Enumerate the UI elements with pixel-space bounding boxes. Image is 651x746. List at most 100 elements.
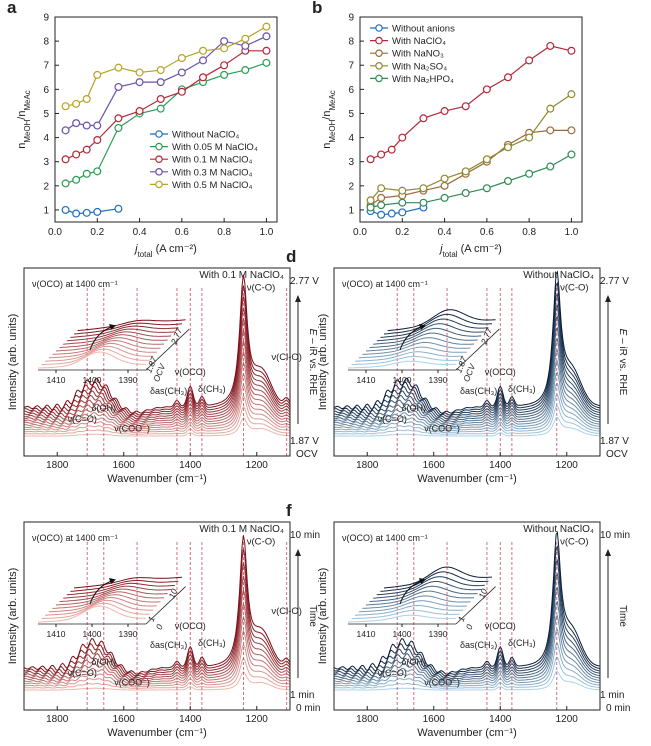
legend-marker-b-0: [375, 24, 383, 32]
y-axis-label-b-part-0: n: [321, 143, 333, 149]
data-point-a-4-0: [61, 102, 70, 111]
legend-marker-b-3: [375, 62, 383, 70]
peak-label-f-0: ν(C=O): [378, 668, 407, 678]
data-point-a-2-2: [82, 145, 91, 154]
data-point-a-1-6: [156, 104, 165, 113]
spectrum-curve-c-6: [23, 349, 291, 427]
peak-label-d-3: δas(CH₃): [460, 386, 497, 396]
inset-curve-c-7: [63, 331, 172, 345]
inset-x-tick-label-d-2: 1390: [429, 375, 448, 385]
data-point-a-1-10: [241, 66, 250, 75]
inset-curve-f-3: [358, 600, 467, 613]
series-line-a-4: [65, 26, 267, 107]
spectrum-curve-f-3: [333, 628, 601, 686]
spectrum-curve-d-1: [334, 405, 601, 435]
inset-curve-d-5: [365, 337, 475, 352]
data-point-a-3-9: [220, 37, 229, 46]
data-point-b-3-10: [567, 90, 576, 99]
peak-label-e-5: δ(CH₃): [198, 638, 226, 648]
inset-curve-d-2: [355, 351, 464, 362]
peak-label-c-6: ν(C-O): [247, 283, 276, 294]
inset-curve-e-6: [59, 588, 168, 603]
inset-curve-e-0: [37, 605, 146, 623]
peak-label-d-4: ν(OCO): [485, 367, 516, 377]
peak-label-e-4: ν(OCO): [175, 621, 206, 631]
data-point-b-4-1: [377, 201, 386, 210]
spectrum-curve-e-7: [23, 576, 291, 680]
data-point-b-4-3: [419, 198, 428, 207]
inset-curve-d-3: [358, 346, 467, 359]
right-axis-arrow-f: [605, 549, 611, 556]
x-tick-label-d-3: 1200: [556, 460, 579, 471]
x-tick-label-e-2: 1400: [179, 714, 202, 725]
inset-curve-f-7: [373, 581, 482, 599]
data-point-a-4-10: [241, 34, 250, 43]
data-point-a-2-7: [177, 87, 186, 96]
data-point-a-0-0: [61, 205, 70, 214]
inset-depth-bottom2-f: 0: [464, 623, 475, 631]
inset-curve-e-10: [73, 576, 183, 589]
panel-title-d: Without NaClO₄: [523, 270, 594, 281]
spectrum-curve-c-2: [24, 394, 291, 434]
data-point-b-1-2: [387, 145, 396, 154]
panel-label-a: a: [7, 0, 17, 17]
x-tick-label-b-3: 0.6: [480, 227, 494, 238]
x-tick-label-d-0: 1800: [356, 460, 379, 471]
y-axis-label-c: Intensity (arb. units): [7, 314, 19, 411]
data-point-a-3-6: [156, 78, 165, 87]
right-axis-top-d: 2.77 V: [600, 276, 629, 287]
x-tick-label-a-2: 0.4: [133, 227, 147, 238]
data-point-b-3-6: [482, 155, 491, 164]
inset-x-tick-label-d-0: 1410: [357, 375, 376, 385]
peak-label-d-0: ν(C=O): [378, 414, 407, 424]
inset-curve-e-3: [48, 596, 157, 613]
inset-curve-d-9: [380, 318, 489, 338]
inset-curve-c-3: [48, 342, 157, 359]
inset-curve-c-10: [73, 322, 183, 335]
peak-label-c-3: δas(CH₃): [150, 386, 187, 396]
inset-curve-c-0: [37, 351, 146, 369]
spectrum-curve-f-0: [334, 670, 600, 691]
x-axis-label-b-part-2: (A cm⁻²): [458, 243, 502, 255]
x-axis-label-e: Wavenumber (cm⁻¹): [107, 727, 207, 739]
legend-entry-a-1: With 0.05 M NaClO₄: [172, 142, 258, 153]
data-point-a-3-8: [199, 56, 208, 65]
legend-entry-b-1: With NaClO₄: [392, 36, 446, 47]
data-point-a-3-11: [262, 32, 271, 41]
data-point-b-1-9: [525, 56, 534, 65]
x-tick-label-b-4: 0.8: [522, 227, 536, 238]
inset-title-e: ν(OCO) at 1400 cm⁻¹: [32, 533, 118, 543]
data-point-a-3-7: [177, 68, 186, 77]
panel-title-f: Without NaClO₄: [523, 524, 594, 535]
y-tick-label-b-1: 2: [348, 181, 354, 192]
legend-marker-a-2: [155, 155, 163, 164]
x-tick-label-f-1: 1600: [423, 714, 446, 725]
inset-curve-e-4: [52, 594, 161, 609]
y-axis-label-a: nMeOH/nMeAc: [16, 90, 32, 148]
right-axis-label-d-part-1: – iR vs. RHE: [617, 335, 628, 395]
x-axis-label-b-part-0: j: [438, 243, 443, 255]
inset-curve-e-8: [66, 582, 175, 596]
spectrum-curve-d-10: [333, 304, 601, 420]
data-point-a-1-4: [114, 123, 123, 132]
data-point-b-0-1: [377, 210, 386, 219]
spectrum-curve-d-11: [333, 292, 601, 418]
data-point-a-2-0: [61, 155, 70, 164]
data-point-a-2-3: [93, 136, 102, 145]
plot-frame-b: [359, 16, 583, 223]
data-point-a-1-1: [72, 175, 81, 184]
inset-trend-arrowhead-e: [109, 578, 116, 584]
x-tick-label-e-3: 1200: [246, 714, 269, 725]
spectrum-curve-f-4: [333, 614, 601, 685]
spectrum-curve-d-0: [334, 416, 600, 437]
x-axis-label-a-part-0: j: [133, 243, 138, 255]
right-axis-bottom1-d: 1.87 V: [600, 436, 629, 447]
data-point-b-3-7: [504, 143, 513, 152]
y-tick-label-b-8: 9: [348, 13, 354, 24]
inset-curve-f-4: [362, 595, 471, 609]
data-point-a-2-9: [220, 61, 229, 70]
inset-x-tick-label-c-1: 1400: [83, 375, 102, 385]
legend-entry-b-3: With Na₂SO₄: [392, 61, 447, 72]
spectrum-curve-c-3: [23, 383, 291, 432]
